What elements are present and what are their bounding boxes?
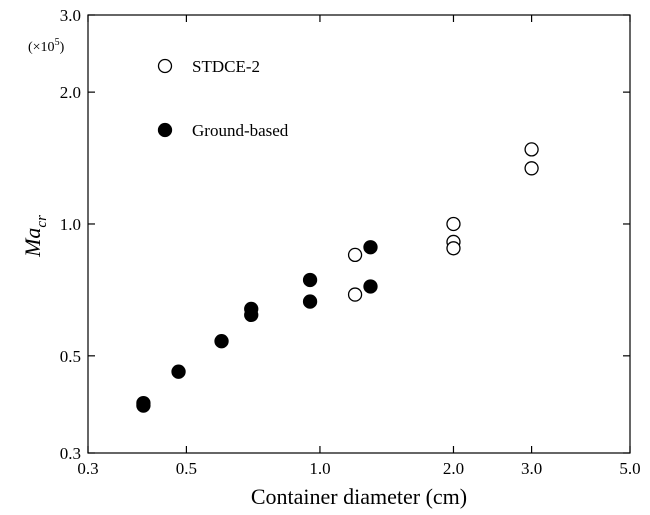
data-point-ground-based [363, 240, 378, 255]
data-point-ground-based [136, 398, 151, 413]
y-multiplier-label: (×105) [28, 37, 65, 55]
data-point-stdce-2 [446, 216, 461, 232]
data-point-ground-based [302, 272, 318, 288]
data-point-ground-based [171, 364, 186, 379]
x-tick-label: 3.0 [521, 459, 542, 478]
x-tick-label: 0.5 [176, 459, 197, 478]
data-point-stdce-2 [347, 287, 363, 302]
y-tick-label: 0.3 [60, 444, 81, 463]
y-axis-ticks: 0.3 0.5 1.0 2.0 3.0 [60, 6, 630, 463]
y-tick-label: 3.0 [60, 6, 81, 25]
y-tick-label: 0.5 [60, 347, 81, 366]
y-axis-label: Macr [20, 215, 50, 258]
x-tick-label: 2.0 [443, 459, 464, 478]
x-axis-ticks: 0.3 0.5 1.0 2.0 3.0 5.0 [77, 15, 641, 478]
x-axis-label: Container diameter (cm) [251, 484, 467, 509]
x-tick-label: 1.0 [309, 459, 330, 478]
data-point-ground-based [363, 279, 378, 294]
x-tick-label: 5.0 [619, 459, 640, 478]
legend-marker-stdce-2 [157, 58, 173, 74]
legend-label-stdce-2: STDCE-2 [192, 57, 260, 76]
y-tick-label: 2.0 [60, 83, 81, 102]
legend-label-ground-based: Ground-based [192, 121, 289, 140]
data-point-stdce-2 [446, 241, 461, 256]
data-points [136, 142, 539, 413]
x-tick-label: 0.3 [77, 459, 98, 478]
y-tick-label: 1.0 [60, 215, 81, 234]
legend-marker-ground-based [157, 122, 173, 138]
data-point-ground-based [214, 334, 229, 349]
plot-frame [87, 14, 631, 454]
data-point-ground-based [244, 307, 259, 323]
data-point-stdce-2 [524, 142, 539, 157]
data-point-ground-based [302, 294, 318, 309]
data-point-stdce-2 [524, 161, 539, 176]
data-point-stdce-2 [347, 247, 363, 263]
legend: STDCE-2 Ground-based [157, 57, 289, 140]
